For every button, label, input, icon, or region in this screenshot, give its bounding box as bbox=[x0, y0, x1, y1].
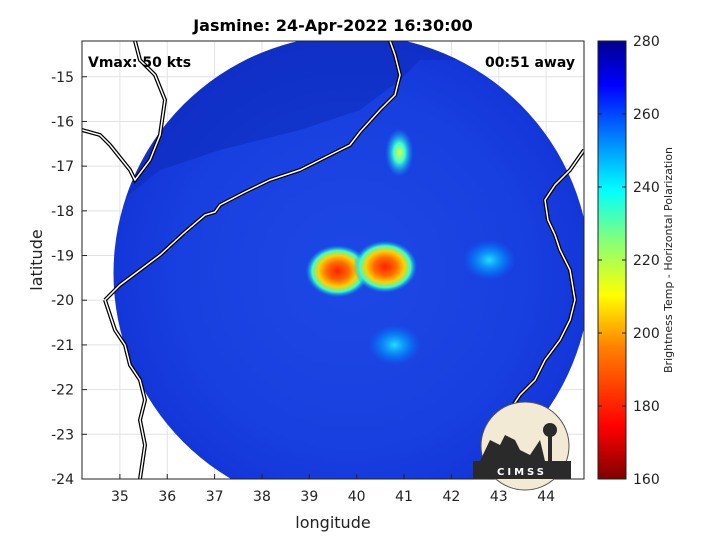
plot-frame bbox=[81, 40, 585, 480]
logo-building-icon bbox=[480, 435, 545, 461]
y-tick-label: -15 bbox=[51, 70, 74, 86]
x-tick-label: 44 bbox=[537, 489, 555, 505]
colorbar-tick-label: 220 bbox=[633, 253, 660, 269]
feature-core-west bbox=[305, 245, 370, 298]
y-tick-label: -20 bbox=[51, 293, 74, 309]
colorbar-label: Brightness Temp - Horizontal Polarizatio… bbox=[662, 147, 675, 373]
cimss-logo: CIMSS bbox=[473, 401, 571, 491]
y-tick-label: -23 bbox=[51, 427, 74, 443]
coastline-madagascar bbox=[499, 149, 584, 431]
y-tick-label: -19 bbox=[51, 249, 74, 265]
y-tick-label: -21 bbox=[51, 338, 74, 354]
chart-title: Jasmine: 24-Apr-2022 16:30:00 bbox=[192, 16, 473, 35]
colorbar bbox=[597, 40, 627, 480]
logo-banner bbox=[473, 461, 571, 479]
colorbar-tick-label: 240 bbox=[633, 180, 660, 196]
feature-core-east bbox=[353, 240, 418, 293]
logo-water-tower-icon bbox=[543, 423, 557, 437]
y-axis-label: latitude bbox=[27, 229, 46, 290]
coastline-mozambique-north bbox=[82, 41, 166, 182]
x-tick-label: 35 bbox=[111, 489, 129, 505]
coastlines bbox=[82, 41, 584, 479]
x-axis-ticks: 35 36 37 38 39 40 41 42 43 44 bbox=[111, 474, 555, 505]
x-tick-label: 37 bbox=[206, 489, 224, 505]
x-tick-label: 43 bbox=[490, 489, 508, 505]
x-tick-label: 39 bbox=[300, 489, 318, 505]
colorbar-tick-label: 180 bbox=[633, 399, 660, 415]
y-tick-label: -22 bbox=[51, 383, 74, 399]
time-away-annotation: 00:51 away bbox=[485, 55, 575, 71]
y-tick-label: -24 bbox=[51, 472, 74, 488]
colorbar-ticks: 280 260 240 220 200 180 160 bbox=[598, 34, 660, 488]
feature-band-south bbox=[368, 324, 421, 365]
x-axis-label: longitude bbox=[295, 513, 370, 532]
y-tick-label: -18 bbox=[51, 204, 74, 220]
x-tick-label: 40 bbox=[348, 489, 366, 505]
x-tick-label: 36 bbox=[158, 489, 176, 505]
coastline-south bbox=[104, 299, 146, 479]
convection-features bbox=[305, 128, 516, 365]
x-tick-label: 42 bbox=[442, 489, 460, 505]
y-tick-label: -17 bbox=[51, 159, 74, 175]
y-tick-label: -16 bbox=[51, 114, 74, 130]
logo-tower-leg bbox=[548, 436, 552, 461]
feature-band-north bbox=[385, 128, 414, 177]
colorbar-tick-label: 260 bbox=[633, 107, 660, 123]
swath-layer bbox=[113, 41, 584, 479]
vmax-annotation: Vmax: 50 kts bbox=[88, 55, 191, 71]
colorbar-tick-label: 200 bbox=[633, 326, 660, 342]
x-tick-label: 41 bbox=[395, 489, 413, 505]
y-axis-ticks: -15 -16 -17 -18 -19 -20 -21 -22 -23 -24 bbox=[51, 70, 87, 488]
x-tick-label: 38 bbox=[253, 489, 271, 505]
feature-band-east bbox=[463, 240, 516, 280]
coastline-mainland bbox=[104, 41, 401, 301]
colorbar-tick-label: 160 bbox=[633, 472, 660, 488]
logo-text: CIMSS bbox=[497, 467, 547, 478]
colorbar-tick-label: 280 bbox=[633, 34, 660, 50]
land-shading bbox=[113, 41, 584, 250]
